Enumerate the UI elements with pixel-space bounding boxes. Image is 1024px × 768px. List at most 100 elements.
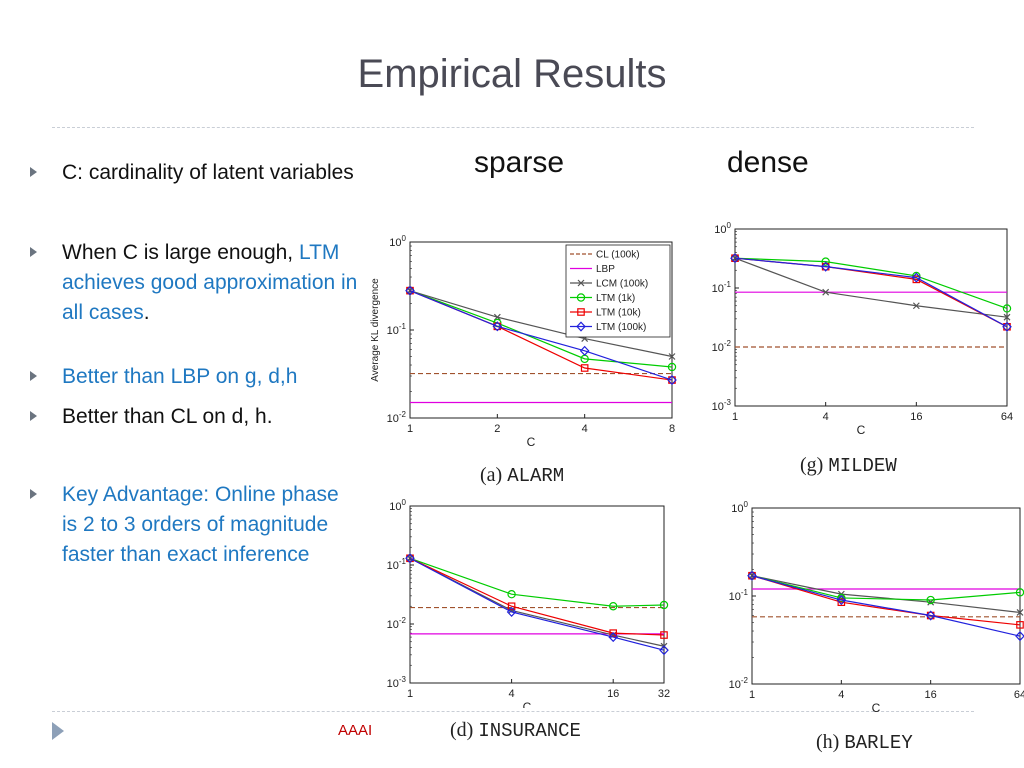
point-ltm-100k [925,610,936,621]
point-ltm-1k [667,362,677,372]
x-tick-label: 8 [669,423,675,435]
legend-label: LCM (100k) [596,279,648,290]
x-tick-label: 4 [582,423,588,435]
x-tick-label: 1 [407,688,413,700]
chart-caption-mildew: (g) MILDEW [800,454,897,477]
point-ltm-1k [821,257,830,266]
x-axis-label: C [527,435,536,449]
point-ltm-1k [608,602,618,611]
chart-caption-alarm: (a) ALARM [480,464,564,487]
point-lcm-100k [1003,313,1011,321]
top-divider [52,127,974,128]
x-tick-label: 1 [749,689,755,701]
point-ltm-100k [608,632,619,643]
point-ltm-100k [492,321,503,332]
bullet-arrow-icon [30,371,37,381]
point-ltm-100k [730,253,740,264]
series-line-ltm-100k [751,575,1021,637]
point-ltm-1k [659,600,669,610]
point-ltm-100k [747,570,757,581]
point-lcm-100k [912,302,920,310]
legend-label: LTM (1k) [596,293,635,304]
chart-barley: 10-2 10-1 100 1 4 16 64 C [729,500,1024,715]
caption-prefix: (g) [800,454,824,476]
y-tick-label: 100 [389,498,406,513]
x-axis-label: C [872,701,881,715]
y-tick-label: 100 [714,221,731,236]
x-tick-label: 4 [823,411,829,423]
x-tick-label: 4 [838,689,844,701]
plot-frame [409,505,665,684]
chart-caption-insurance: (d) INSURANCE [450,719,581,742]
series-line-ltm-10k [751,575,1021,626]
point-ltm-10k [609,629,618,637]
point-ltm-1k [837,593,846,603]
bullet-item: Better than CL on d, h. [30,402,370,432]
point-ltm-1k [1002,304,1012,313]
y-axis-label: Average KL divergence [370,278,381,382]
bullet-item: C: cardinality of latent variables [30,158,370,188]
x-tick-label: 32 [658,688,670,700]
legend-label: CL (100k) [596,250,640,261]
series-line-lcm-100k [751,575,1021,614]
chart-panel-alarm: 10-2 10-1 100 1 2 4 8 C Average KL divergence CL … [366,228,686,454]
y-tick-label: 10-2 [729,676,749,691]
bullet-list: C: cardinality of latent variables When … [30,158,370,570]
y-tick-label: 10-2 [712,339,732,354]
footer-text: AAAI [338,722,373,739]
point-ltm-10k [580,364,589,372]
series-line-ltm-100k [409,557,665,651]
x-axis-label: C [857,423,866,437]
bullet-text-highlight: LTM achieves good approximation in all c… [62,241,358,324]
chart-panel-barley: 10-2 10-1 100 1 4 16 64 C [722,493,1024,715]
bullet-item: Better than LBP on g, d,h [30,362,370,392]
caption-prefix: (h) [816,731,840,753]
caption-name: INSURANCE [478,720,581,742]
point-lcm-100k [493,313,501,321]
series-line-ltm-1k [409,557,665,607]
bullet-arrow-icon [30,489,37,499]
next-slide-arrow-icon[interactable] [52,722,64,740]
bottom-divider [52,711,974,712]
series-line-ltm-1k [734,257,1008,310]
sparse-column-label: sparse [474,146,565,179]
bullet-item: When C is large enough, LTM achieves goo… [30,238,382,328]
x-tick-label: 1 [407,423,413,435]
point-lcm-100k [1016,609,1024,616]
y-tick-label: 10-1 [387,322,407,337]
point-ltm-100k [506,606,517,618]
x-tick-label: 1 [732,411,738,423]
bullet-text: C: cardinality of latent variables [62,161,354,184]
y-tick-label: 100 [731,500,748,515]
point-ltm-100k [820,261,831,272]
point-ltm-10k [507,602,516,611]
series-line-lcm-100k [409,290,673,358]
x-tick-label: 16 [607,688,619,700]
point-lcm-100k [822,288,830,296]
chart-panel-insurance: 10-3 10-2 10-1 100 1 4 16 32 C [366,494,686,714]
y-tick-label: 10-1 [387,557,407,572]
x-tick-label: 4 [509,688,515,700]
legend-marker-ltm-10k [577,308,585,316]
series-line-ltm-100k [734,257,1008,328]
caption-prefix: (d) [450,719,474,741]
series-line-lcm-100k [409,557,665,647]
point-ltm-1k [926,595,935,605]
bullet-text: . [143,301,150,324]
point-ltm-100k [667,374,677,386]
bullet-text: Better than CL on d, h. [62,405,273,428]
series-line-ltm-1k [751,575,1021,601]
y-tick-label: 10-1 [729,588,749,603]
chart-panel-mildew: 10-3 10-2 10-1 100 1 4 16 64 C [705,215,1024,441]
x-tick-label: 64 [1001,411,1013,423]
legend-marker-lcm-100k [577,279,585,287]
slide-title: Empirical Results [357,52,667,96]
bullet-text: When C is large enough, [62,241,299,264]
x-axis-label: C [523,700,532,708]
bullet-arrow-icon [30,167,37,177]
point-ltm-10k [1016,621,1024,629]
caption-prefix: (a) [480,464,503,486]
x-tick-label: 2 [494,423,500,435]
y-tick-label: 100 [389,234,406,249]
y-tick-label: 10-2 [387,410,407,425]
